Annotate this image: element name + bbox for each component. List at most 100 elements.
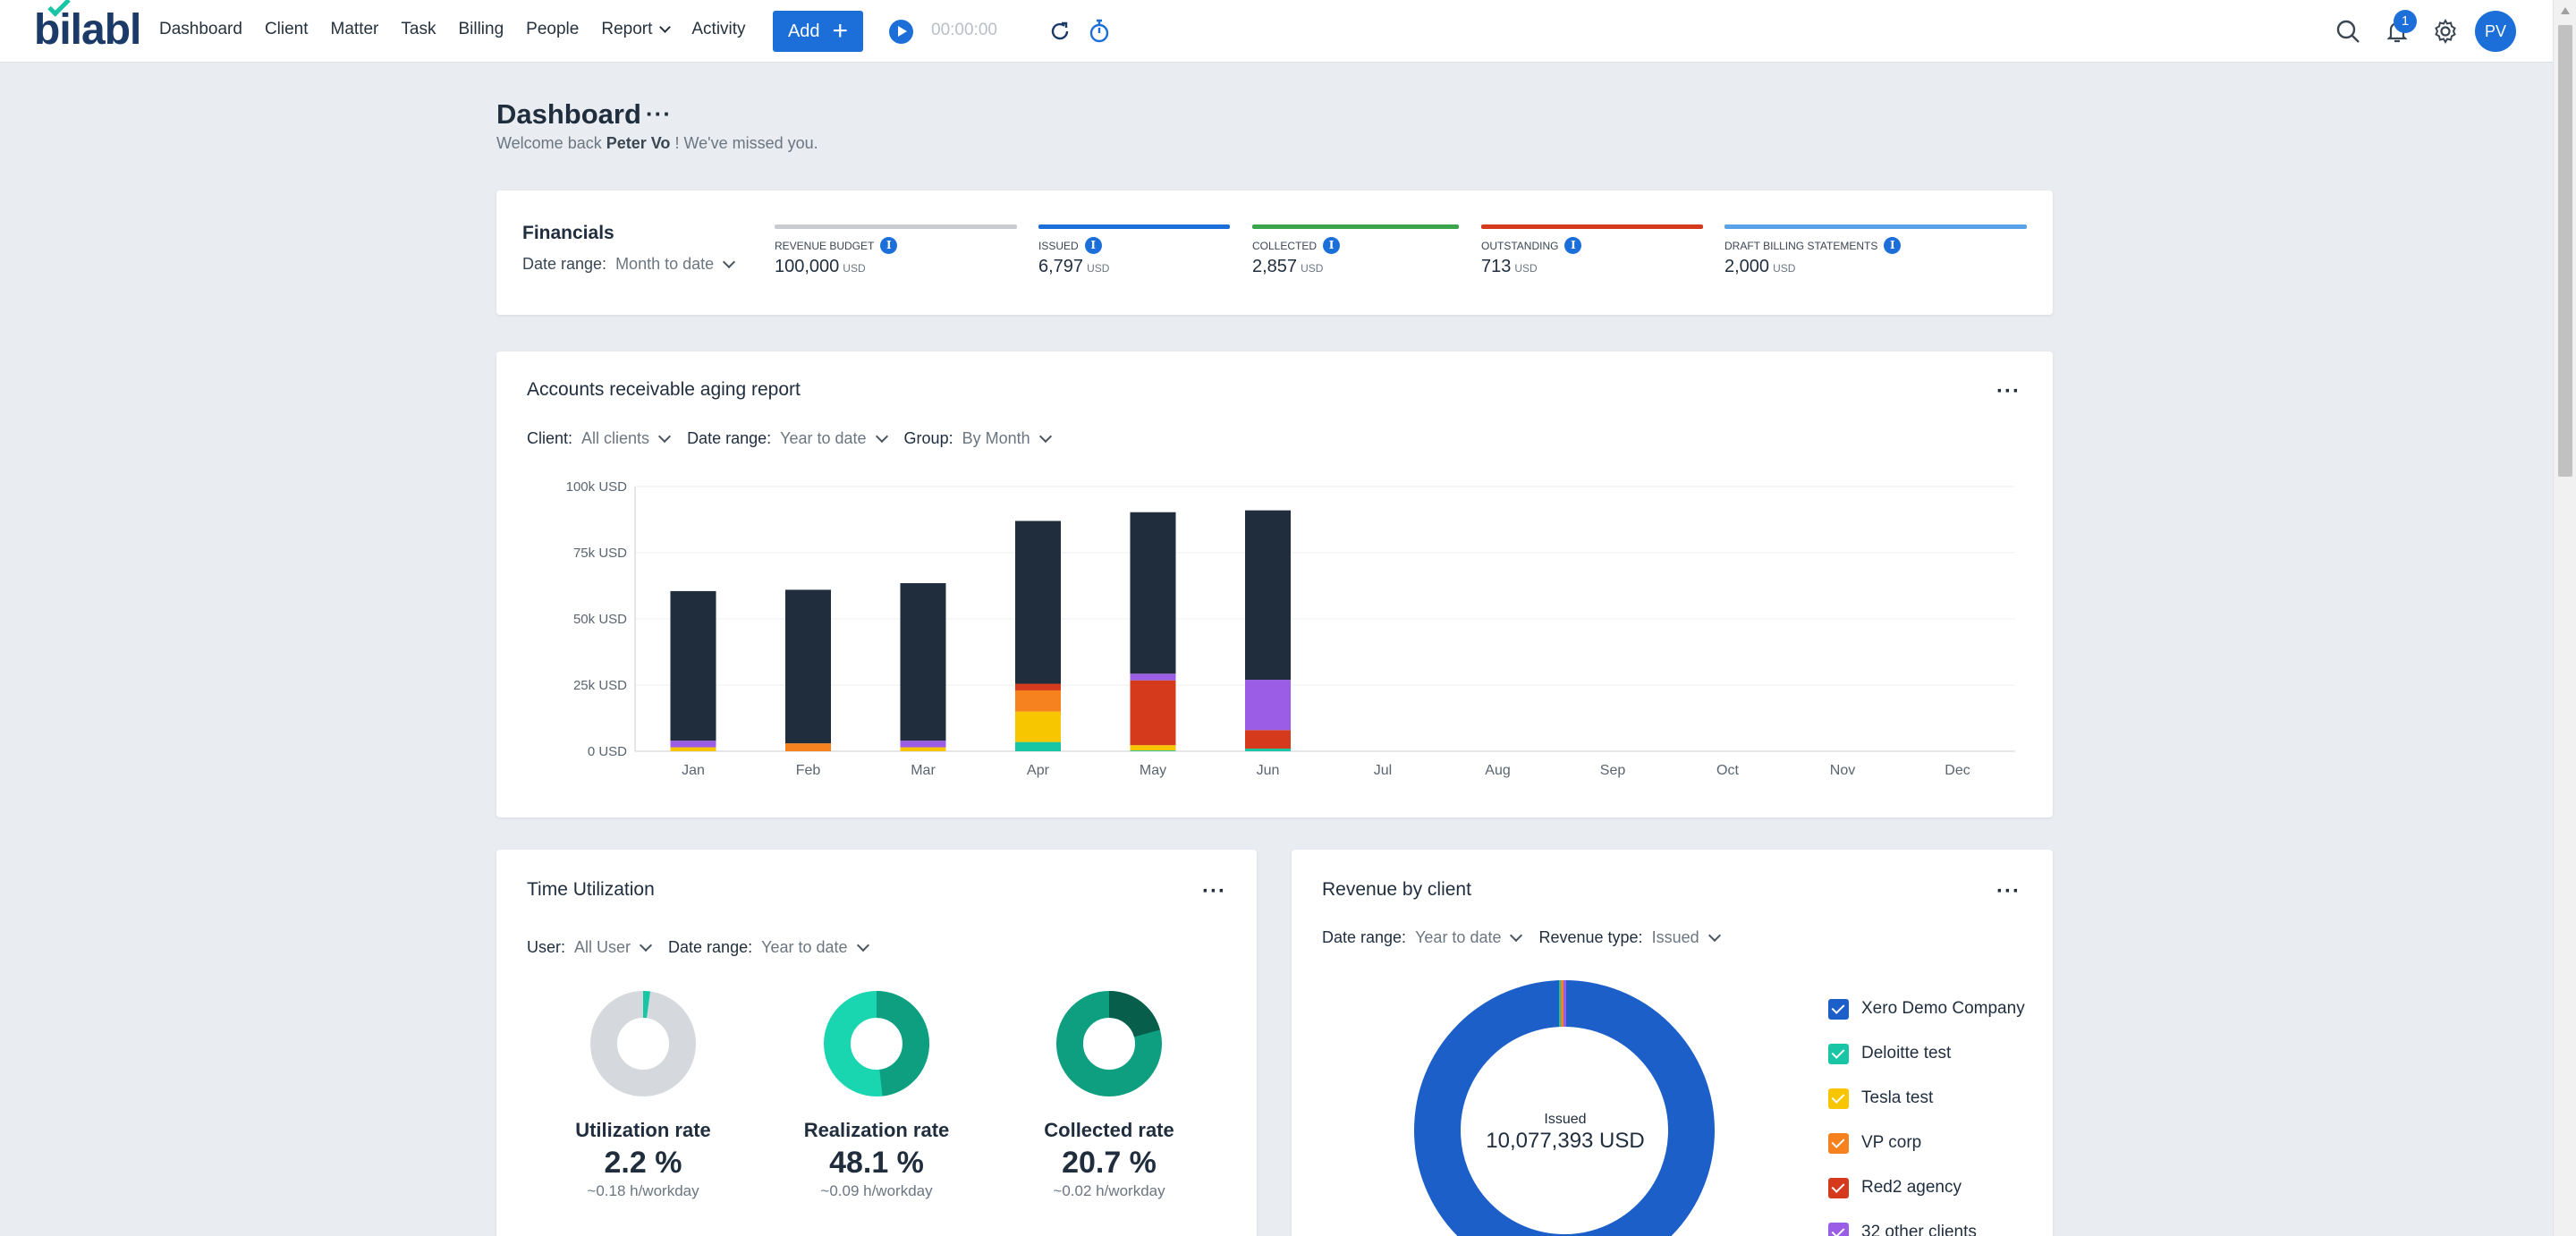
time-utilization-more-button[interactable]: ··· <box>1202 879 1226 903</box>
user-filter-label: User: <box>527 938 566 956</box>
page-scrollbar[interactable] <box>2553 0 2576 1236</box>
add-button-label: Add <box>787 21 820 41</box>
legend-item[interactable]: 32 other clients <box>1828 1210 2025 1236</box>
nav-matter[interactable]: Matter <box>330 20 379 38</box>
metric-bar <box>1038 224 1230 229</box>
chevron-down-icon <box>1707 928 1721 942</box>
nav-billing[interactable]: Billing <box>458 20 504 38</box>
chevron-down-icon <box>875 429 888 443</box>
metric-label: REVENUE BUDGET <box>775 239 875 252</box>
checkbox-checked-icon[interactable] <box>1828 1177 1849 1198</box>
client-filter[interactable]: All clients <box>581 429 687 448</box>
checkbox-checked-icon[interactable] <box>1828 998 1849 1020</box>
scroll-thumb[interactable] <box>2558 25 2572 477</box>
user-filter-value: All User <box>574 938 631 956</box>
checkbox-checked-icon[interactable] <box>1828 1088 1849 1109</box>
checkbox-checked-icon[interactable] <box>1828 1132 1849 1154</box>
welcome-user-name: Peter Vo <box>606 134 671 152</box>
info-icon[interactable]: i <box>1564 237 1582 254</box>
dashboard-more-button[interactable]: ··· <box>646 100 672 127</box>
metric-collected: COLLECTED i 2,857 USD <box>1252 224 1459 277</box>
financials-title: Financials <box>522 223 614 243</box>
realization-donut <box>824 991 929 1096</box>
tu-date-filter-value: Year to date <box>761 938 848 956</box>
info-icon[interactable]: i <box>1323 237 1341 254</box>
play-timer-icon[interactable] <box>889 20 913 44</box>
group-filter[interactable]: By Month <box>962 429 1068 448</box>
donut-fill <box>824 991 929 1096</box>
aging-report-card <box>496 351 2053 817</box>
nav-report[interactable]: Report <box>601 20 672 39</box>
scroll-up-arrow-icon[interactable] <box>2561 7 2570 14</box>
top-navbar: bilabl Dashboard Client Matter Task Bill… <box>0 0 2553 63</box>
aging-more-button[interactable]: ··· <box>1996 379 2021 403</box>
metric-value: 100,000 <box>775 257 840 276</box>
revenue-type-filter[interactable]: Issued <box>1652 928 1737 947</box>
gear-icon[interactable] <box>2432 18 2459 45</box>
nav-dashboard[interactable]: Dashboard <box>159 20 242 38</box>
chevron-down-icon <box>1510 928 1523 942</box>
donut-fill <box>1056 991 1162 1096</box>
metric-currency: USD <box>1301 262 1324 275</box>
legend-label: Red2 agency <box>1861 1178 1962 1197</box>
legend-item[interactable]: VP corp <box>1828 1121 2025 1165</box>
donut-sub: ~0.02 h/workday <box>1053 1182 1165 1199</box>
info-icon[interactable]: i <box>880 237 898 254</box>
date-range-label: Date range: <box>522 255 607 273</box>
legend-item[interactable]: Red2 agency <box>1828 1165 2025 1210</box>
revenue-title: Revenue by client <box>1322 879 1471 900</box>
search-icon[interactable] <box>2334 18 2361 45</box>
info-icon[interactable]: i <box>1884 237 1902 254</box>
metric-value: 2,857 <box>1252 257 1298 276</box>
tu-date-filter[interactable]: Year to date <box>761 938 885 957</box>
collected-rate-widget: Collected rate 20.7 % ~0.02 h/workday <box>1015 990 1203 1200</box>
refresh-icon[interactable] <box>1048 20 1072 43</box>
date-filter[interactable]: Year to date <box>780 429 903 448</box>
checkbox-checked-icon[interactable] <box>1828 1222 1849 1236</box>
nav-task[interactable]: Task <box>401 20 436 38</box>
nav-client[interactable]: Client <box>264 20 309 38</box>
realization-rate-widget: Realization rate 48.1 % ~0.09 h/workday <box>783 990 970 1200</box>
collected-donut <box>1056 991 1162 1096</box>
info-icon[interactable]: i <box>1084 237 1102 254</box>
welcome-prefix: Welcome back <box>496 134 602 152</box>
donut-sub: ~0.09 h/workday <box>820 1182 933 1199</box>
nav-people[interactable]: People <box>526 20 580 38</box>
donut-sub: ~0.18 h/workday <box>587 1182 699 1199</box>
metric-bar <box>775 224 1017 229</box>
rev-date-filter-value: Year to date <box>1415 928 1502 946</box>
legend-item[interactable]: Tesla test <box>1828 1076 2025 1121</box>
revenue-more-button[interactable]: ··· <box>1996 879 2021 903</box>
donut-value: 2.2 % <box>604 1146 682 1180</box>
add-button[interactable]: Add + <box>773 11 863 52</box>
donut-name: Collected rate <box>1044 1119 1174 1141</box>
legend-label: Deloitte test <box>1861 1044 1952 1062</box>
time-utilization-title: Time Utilization <box>527 879 655 900</box>
client-filter-value: All clients <box>581 429 650 447</box>
bilabl-logo[interactable]: bilabl <box>34 0 141 55</box>
metric-label: COLLECTED <box>1252 239 1318 252</box>
rev-date-filter[interactable]: Year to date <box>1415 928 1538 947</box>
checkbox-checked-icon[interactable] <box>1828 1043 1849 1064</box>
metric-bar <box>1252 224 1459 229</box>
avatar[interactable]: PV <box>2475 11 2516 52</box>
date-range-value: Month to date <box>615 255 715 273</box>
notification-badge: 1 <box>2394 10 2417 33</box>
time-utilization-card <box>496 850 1257 1236</box>
welcome-suffix: ! We've missed you. <box>674 134 818 152</box>
legend-item[interactable]: Deloitte test <box>1828 1031 2025 1076</box>
time-utilization-filters: User: All User Date range: Year to date <box>527 938 886 957</box>
date-filter-label: Date range: <box>687 429 772 447</box>
nav-report-label: Report <box>601 20 653 38</box>
metric-value: 6,797 <box>1038 257 1084 276</box>
metric-draft-billing: DRAFT BILLING STATEMENTS i 2,000 USD <box>1724 224 2027 277</box>
stopwatch-icon[interactable] <box>1088 18 1111 45</box>
financials-date-range[interactable]: Date range: Month to date <box>522 255 736 274</box>
nav-activity[interactable]: Activity <box>691 20 746 38</box>
group-filter-label: Group: <box>903 429 953 447</box>
donut-name: Utilization rate <box>575 1119 711 1141</box>
date-filter-value: Year to date <box>780 429 867 447</box>
aging-report-title: Accounts receivable aging report <box>527 379 801 400</box>
user-filter[interactable]: All User <box>574 938 668 957</box>
legend-item[interactable]: Xero Demo Company <box>1828 986 2025 1031</box>
